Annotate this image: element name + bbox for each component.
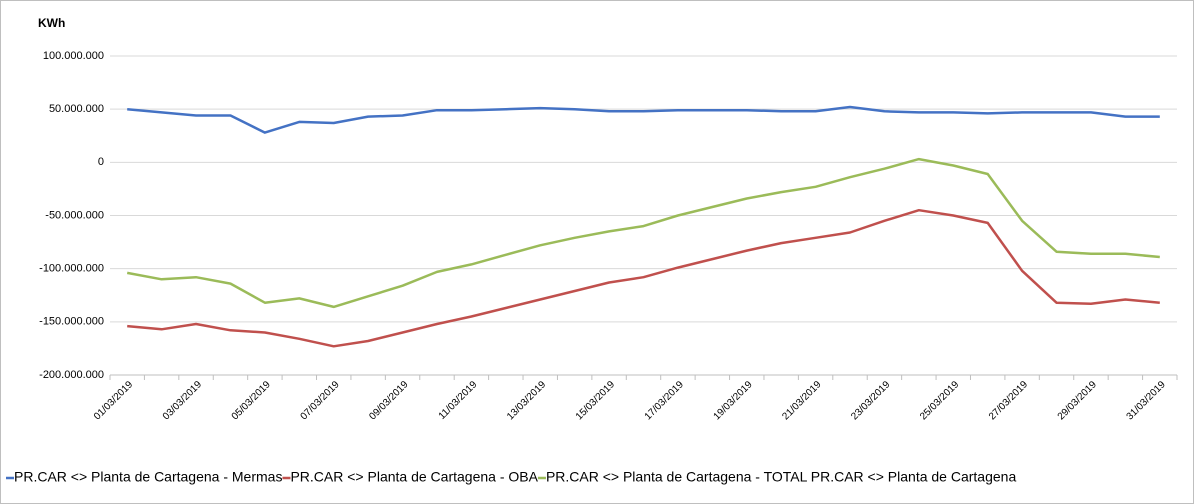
legend-label: PR.CAR <> Planta de Cartagena - Mermas [14,469,282,485]
series-line [126,157,1160,309]
y-tick-label: -200.000.000 [39,369,104,381]
y-tick-label: -50.000.000 [45,209,104,221]
y-tick-label: 100.000.000 [43,50,104,62]
y-tick-label: -150.000.000 [39,316,104,328]
y-axis-label: KWh [38,16,65,30]
series-line [127,105,1160,134]
y-tick-label: -100.000.000 [39,263,104,275]
y-tick-label: 50.000.000 [49,103,104,115]
legend-label: PR.CAR <> Planta de Cartagena - OBA [290,469,538,485]
series-line [127,208,1160,348]
y-tick-label: 0 [98,156,104,168]
legend-label: PR.CAR <> Planta de Cartagena - TOTAL PR… [546,469,1017,485]
